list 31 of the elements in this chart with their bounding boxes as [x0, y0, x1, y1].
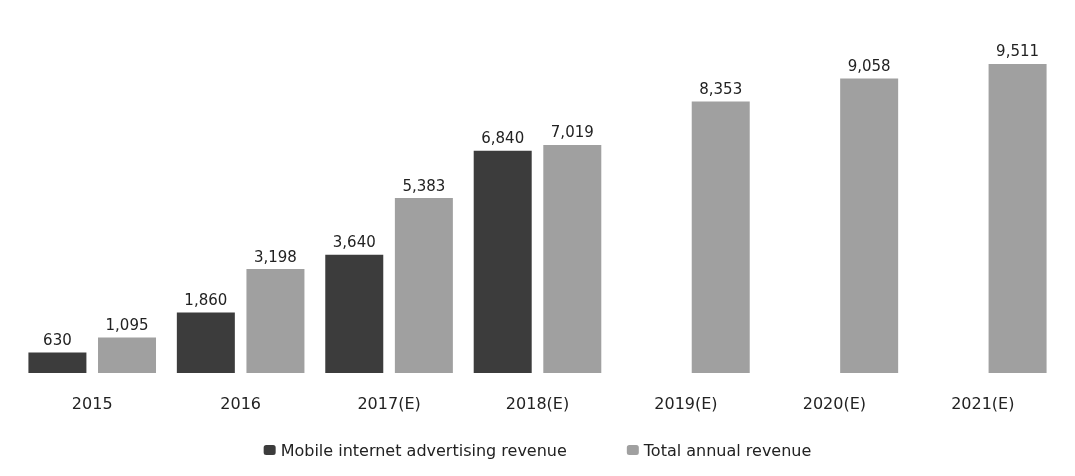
bar	[988, 63, 1047, 373]
x-tick-label: 2019(E)	[654, 393, 718, 413]
data-label: 630	[43, 331, 72, 350]
bar	[840, 78, 899, 373]
legend-label: Mobile internet advertising revenue	[280, 440, 567, 460]
bar	[98, 337, 157, 373]
data-label: 1,095	[105, 315, 149, 334]
data-label: 6,840	[481, 129, 525, 148]
x-tick-label: 2018(E)	[505, 393, 570, 413]
data-label: 8,353	[699, 80, 743, 99]
x-tick-label: 2015	[71, 393, 113, 413]
bar	[473, 150, 532, 373]
bar	[28, 352, 87, 373]
bar	[691, 101, 750, 373]
data-label: 3,198	[253, 247, 297, 266]
data-label: 9,058	[847, 57, 891, 76]
data-label: 3,640	[332, 233, 376, 252]
x-tick-label: 2017(E)	[357, 393, 421, 413]
x-tick-label: 2016	[220, 393, 261, 413]
x-tick-label: 2020(E)	[802, 393, 867, 413]
data-label: 7,019	[550, 123, 594, 142]
bar	[394, 198, 453, 373]
x-tick-label: 2021(E)	[951, 393, 1015, 413]
bar	[543, 144, 602, 373]
data-label: 9,511	[996, 42, 1040, 61]
bar	[325, 254, 384, 373]
data-label: 5,383	[402, 176, 446, 195]
legend-label: Total annual revenue	[642, 440, 812, 460]
bar	[246, 269, 305, 373]
bar	[176, 312, 235, 373]
data-label: 1,860	[184, 291, 228, 310]
